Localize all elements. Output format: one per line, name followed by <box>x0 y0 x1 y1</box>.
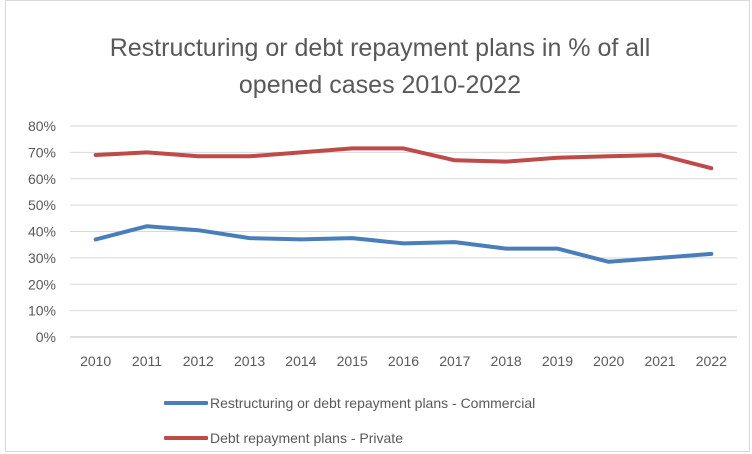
x-tick-label: 2020 <box>593 353 624 369</box>
series-lines <box>93 146 714 264</box>
x-tick-label: 2015 <box>337 353 368 369</box>
chart-title: Restructuring or debt repayment plans in… <box>0 30 752 104</box>
series-line-commercial <box>93 224 714 264</box>
x-tick-label: 2012 <box>183 353 214 369</box>
x-tick-label: 2011 <box>132 353 162 369</box>
x-tick-label: 2013 <box>234 353 265 369</box>
y-tick-label: 20% <box>28 276 56 292</box>
legend-label-commercial: Restructuring or debt repayment plans - … <box>210 395 536 411</box>
x-tick-label: 2022 <box>696 353 727 369</box>
y-tick-label: 70% <box>28 144 56 160</box>
legend-label-private: Debt repayment plans - Private <box>210 430 403 446</box>
legend-swatch-commercial <box>164 401 208 405</box>
chart-plot: 0%10%20%30%40%50%60%70%80% 2010 2011 2012 2… <box>28 118 737 369</box>
chart-frame <box>5 0 750 452</box>
gridlines <box>70 125 737 338</box>
chart-title-line-1: Restructuring or debt repayment plans in… <box>109 34 651 62</box>
x-tick-label: 2021 <box>644 353 675 369</box>
x-tick-label: 2018 <box>491 353 522 369</box>
legend-item-commercial: Restructuring or debt repayment plans - … <box>164 395 535 411</box>
y-tick-label: 40% <box>28 224 56 240</box>
x-tick-label: 2014 <box>285 353 316 369</box>
y-tick-label: 30% <box>28 250 56 266</box>
legend-swatch-private <box>164 436 208 440</box>
x-tick-label: 2017 <box>439 353 470 369</box>
y-tick-label: 50% <box>28 197 56 213</box>
y-axis-ticks: 0% 10% 20% 30% 40% 50% 60% 70% 80% <box>28 118 56 345</box>
y-tick-label: 0% <box>36 329 56 345</box>
x-axis-ticks: 2010 2011 2012 2013 2014 2015 2016 2017 2018 2019… <box>80 353 727 369</box>
series-line-private <box>93 146 714 171</box>
chart-title-line-2: opened cases 2010-2022 <box>238 71 522 99</box>
y-tick-label: 60% <box>28 171 56 187</box>
x-tick-label: 2016 <box>388 353 419 369</box>
x-tick-label: 2010 <box>80 353 111 369</box>
legend-item-private: Debt repayment plans - Private <box>164 430 403 446</box>
y-tick-label: 10% <box>28 303 56 319</box>
x-tick-label: 2019 <box>542 353 573 369</box>
y-tick-label: 80% <box>28 118 56 134</box>
